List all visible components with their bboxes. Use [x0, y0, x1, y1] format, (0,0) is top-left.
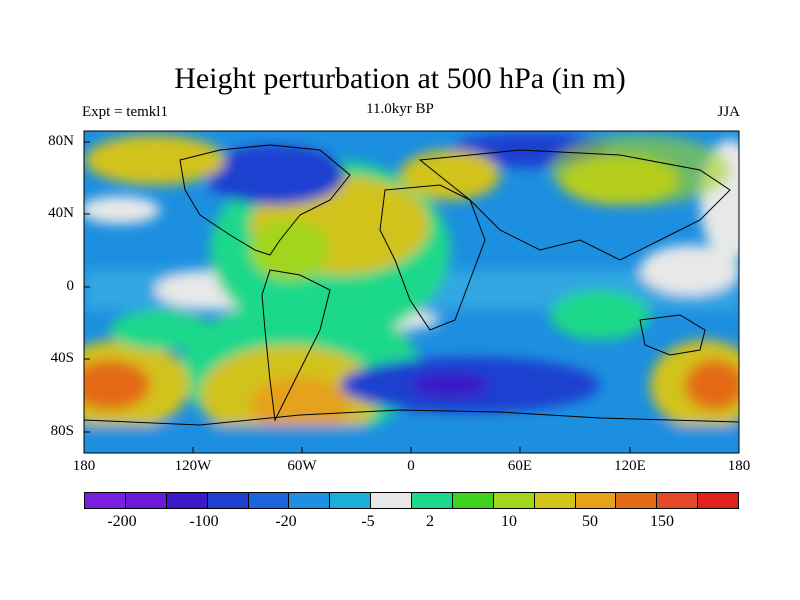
orange-sw-pacific — [84, 360, 150, 410]
colorbar-swatch — [451, 492, 493, 509]
colorbar-swatch — [656, 492, 698, 509]
colorbar-label: 10 — [501, 513, 517, 530]
colorbar-label: 50 — [582, 513, 598, 530]
lon-label-180w: 180 — [72, 458, 96, 474]
lat-label-0: 0 — [66, 278, 75, 294]
colorbar-label: -200 — [107, 513, 137, 530]
lat-label-80s: 80S — [50, 423, 74, 439]
lon-label-60w: 60W — [287, 458, 317, 474]
coastlines — [84, 144, 739, 426]
colorbar-swatch — [288, 492, 330, 509]
lat-label-40n: 40N — [48, 205, 74, 221]
colorbar-swatch — [574, 492, 616, 509]
colorbar-label: -100 — [189, 513, 219, 530]
colorbar-swatch — [697, 492, 739, 509]
plot-title: Height perturbation at 500 hPa (in m) — [174, 62, 626, 95]
white-band-north — [84, 196, 160, 224]
colorbar — [84, 492, 739, 509]
colorbar-swatch — [124, 492, 166, 509]
colorbar-swatch — [165, 492, 207, 509]
lime-atlantic — [250, 220, 330, 280]
colorbar-swatch — [84, 492, 125, 509]
colorbar-label: 150 — [650, 513, 674, 530]
experiment-label: Expt = temkl1 — [82, 104, 168, 120]
green-east-pacific — [550, 290, 650, 340]
lat-label-80n: 80N — [48, 133, 74, 149]
axis-ticks — [83, 141, 740, 453]
lon-label-180e: 180 — [727, 458, 751, 474]
colorbar-swatch — [206, 492, 248, 509]
lon-label-120w: 120W — [174, 458, 212, 474]
colorbar-swatch — [492, 492, 534, 509]
darker-s-indian — [410, 373, 490, 397]
white-patch-east — [640, 245, 739, 295]
lat-label-40s: 40S — [50, 350, 74, 366]
yellow-europe — [400, 150, 500, 200]
time-label: 11.0kyr BP — [366, 101, 434, 117]
colorbar-swatch — [411, 492, 452, 509]
colorbar-label: -5 — [361, 513, 375, 530]
orange-s-atlantic — [250, 377, 350, 433]
colorbar-label: 2 — [426, 513, 434, 530]
lon-label-120e: 120E — [614, 458, 646, 474]
colorbar-swatch — [615, 492, 657, 509]
lon-label-60e: 60E — [507, 458, 533, 474]
colorbar-swatch — [329, 492, 371, 509]
orange-se-pacific — [685, 360, 739, 410]
yellow-w-pacific-n — [85, 135, 225, 185]
colorbar-label: -20 — [275, 513, 297, 530]
lon-label-0: 0 — [407, 458, 415, 474]
colorbar-swatch — [370, 492, 411, 509]
season-label: JJA — [717, 104, 740, 120]
green-e-asia — [550, 135, 730, 205]
dark-blue-n-america — [205, 145, 345, 205]
green-c-pacific — [110, 310, 210, 350]
colorbar-swatch — [247, 492, 289, 509]
colorbar-swatch — [533, 492, 575, 509]
